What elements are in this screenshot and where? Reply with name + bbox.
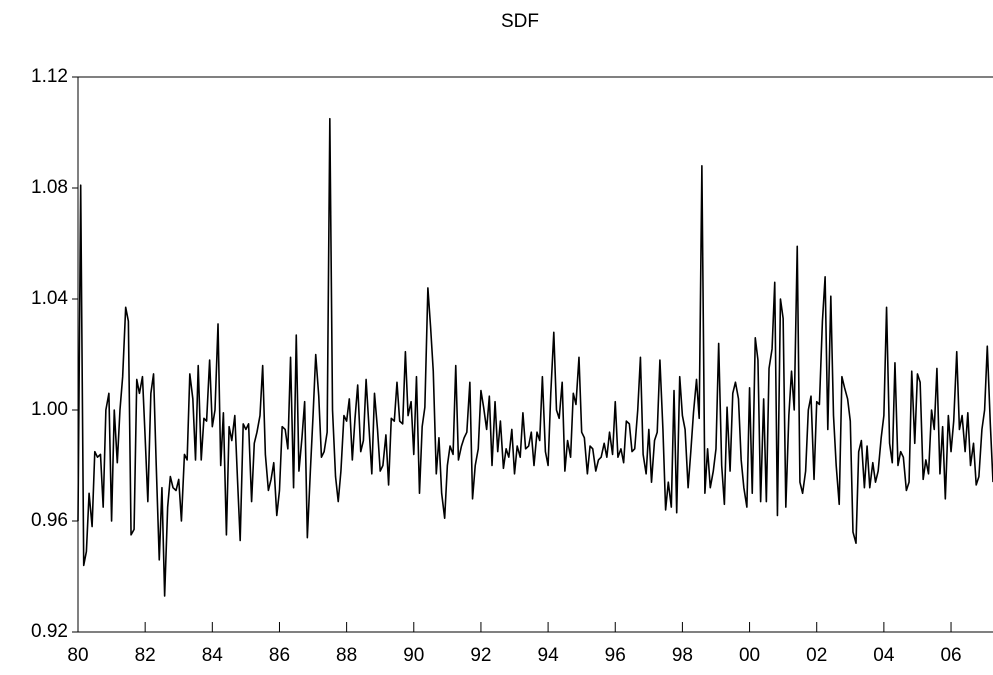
- y-tick-label: 1.12: [31, 66, 68, 87]
- x-tick-label: 04: [873, 645, 895, 666]
- y-tick-label: 1.00: [31, 399, 68, 420]
- x-tick-label: 02: [806, 645, 827, 666]
- x-tick-label: 94: [538, 645, 560, 666]
- series-line: [77, 117, 993, 597]
- x-tick-label: 88: [336, 645, 357, 666]
- x-tick-label: 00: [739, 645, 760, 666]
- y-tick-label: 0.92: [31, 621, 68, 642]
- x-tick-label: 96: [605, 645, 626, 666]
- y-tick-label: 0.96: [31, 510, 68, 531]
- x-tick-label: 92: [470, 645, 491, 666]
- y-tick-label: 1.08: [31, 177, 68, 198]
- x-tick-label: 06: [940, 645, 961, 666]
- x-tick-label: 90: [403, 645, 424, 666]
- x-tick-label: 98: [672, 645, 693, 666]
- x-tick-label: 86: [269, 645, 290, 666]
- x-tick-label: 82: [135, 645, 156, 666]
- x-tick-label: 80: [67, 645, 88, 666]
- x-tick-label: 84: [202, 645, 224, 666]
- y-tick-label: 1.04: [31, 288, 68, 309]
- chart-title: SDF: [501, 11, 539, 32]
